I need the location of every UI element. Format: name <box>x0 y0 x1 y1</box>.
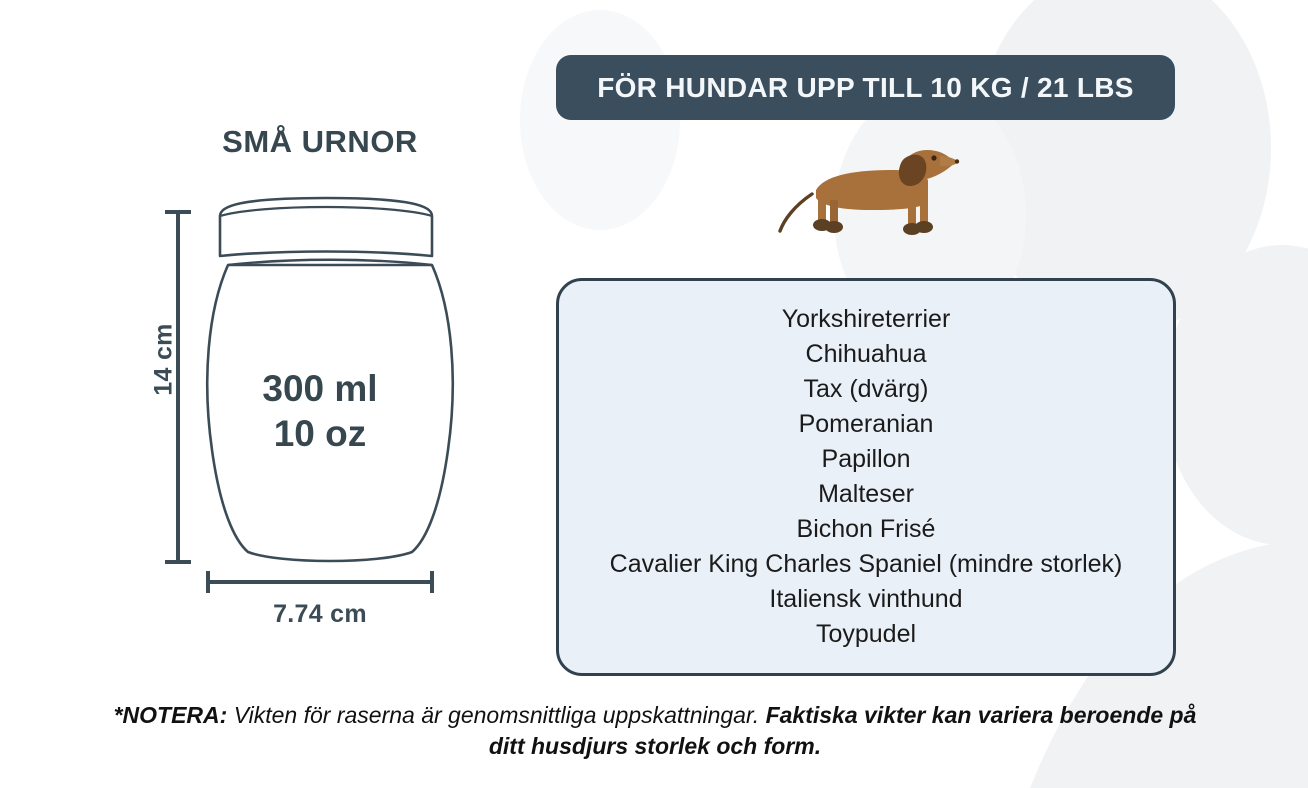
list-item: Tax (dvärg) <box>803 375 929 403</box>
list-item: Malteser <box>818 480 914 508</box>
list-item: Italiensk vinthund <box>769 585 963 613</box>
urn-diagram-panel: SMÅ URNOR <box>0 0 540 680</box>
urn-height-label: 14 cm <box>149 323 178 396</box>
urn-volume-text: 300 ml 10 oz <box>175 366 465 456</box>
urn-illustration <box>130 190 530 650</box>
urn-width-label: 7.74 cm <box>273 600 367 628</box>
list-item: Chihuahua <box>805 340 927 368</box>
note-prefix: *NOTERA: <box>113 702 228 728</box>
list-item: Cavalier King Charles Spaniel (mindre st… <box>609 550 1123 578</box>
note-bold: Faktiska vikter kan variera beroende på … <box>488 702 1197 759</box>
page-title: SMÅ URNOR <box>222 124 418 159</box>
note-regular: Vikten för raserna är genomsnittliga upp… <box>227 702 766 728</box>
list-item: Papillon <box>821 445 911 473</box>
volume-metric: 300 ml <box>262 368 378 409</box>
dachshund-icon <box>772 134 962 259</box>
list-item: Pomeranian <box>798 410 934 438</box>
weight-range-banner: FÖR HUNDAR UPP TILL 10 KG / 21 LBS <box>556 55 1175 120</box>
banner-label: FÖR HUNDAR UPP TILL 10 KG / 21 LBS <box>597 71 1134 103</box>
list-item: Toypudel <box>815 620 917 648</box>
breed-list-box: Yorkshireterrier Chihuahua Tax (dvärg) P… <box>556 278 1176 676</box>
volume-imperial: 10 oz <box>273 413 367 454</box>
list-item: Bichon Frisé <box>796 515 936 543</box>
disclaimer-note: *NOTERA: Vikten för raserna är genomsnit… <box>110 700 1200 762</box>
list-item: Yorkshireterrier <box>781 305 951 333</box>
